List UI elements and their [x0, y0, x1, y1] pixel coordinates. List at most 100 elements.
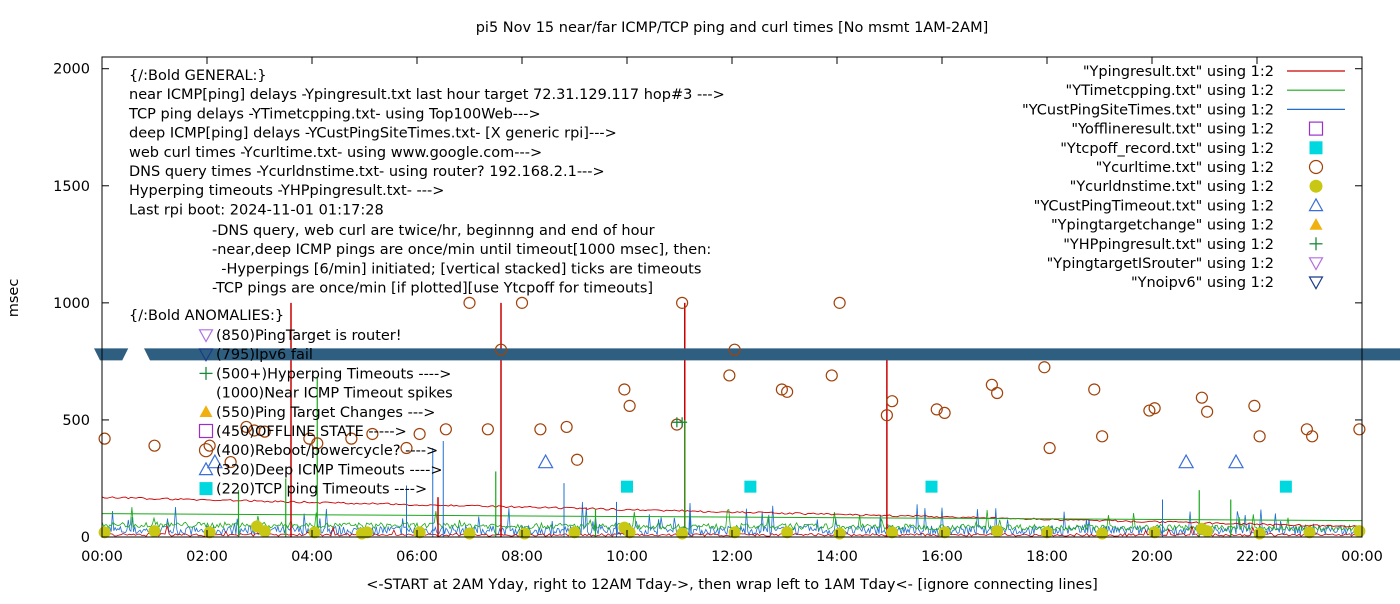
dns-time-point: [518, 527, 531, 540]
curl-time-point: [886, 395, 899, 408]
x-tick-label: 04:00: [291, 549, 333, 565]
anomaly-marker: [198, 348, 214, 362]
legend-entry-label: "YCustPingSiteTimes.txt" using 1:2: [1022, 102, 1274, 118]
curl-time-point: [560, 420, 573, 434]
anomaly-item: (450)OFFLINE STATE ----->: [216, 424, 407, 440]
tcp-trend-line: [101, 513, 1363, 522]
curl-time-point: [1088, 383, 1101, 396]
curl-time-point: [534, 423, 547, 436]
y-axis-label: msec: [6, 279, 22, 318]
curl-time-point: [1353, 423, 1366, 436]
curl-time-point: [1148, 402, 1161, 415]
curl-time-point: [400, 441, 413, 455]
anomaly-marker: [198, 461, 214, 476]
near-ping-trend: [101, 496, 1360, 528]
anomaly-item: (795)Ipv6 fail: [216, 347, 313, 363]
legend-entry-swatch: [1308, 121, 1324, 136]
curl-time-point: [258, 425, 271, 438]
deep-timeout-point: [1178, 453, 1195, 469]
x-tick-label: 22:00: [1236, 549, 1278, 565]
curl-time-point: [515, 296, 529, 309]
curl-time-point: [781, 385, 794, 398]
dns-time-point: [568, 526, 581, 539]
tcp-timeout-point: [1279, 480, 1292, 493]
anomaly-marker: [199, 482, 213, 496]
legend-entry-label: "Ypingresult.txt" using 1:2: [1083, 64, 1274, 80]
legend-entry-label: "Ycurltime.txt" using 1:2: [1096, 160, 1274, 176]
anomaly-marker: [199, 405, 213, 417]
curl-time-point: [938, 406, 951, 420]
curl-time-point: [1306, 430, 1319, 443]
curl-time-point: [1248, 399, 1261, 412]
anomaly-marker: [199, 366, 213, 380]
legend-entry-swatch: [1309, 237, 1323, 251]
legend-entry-label: "Ypingtargetchange" using 1:2: [1051, 218, 1274, 234]
curl-time-point: [240, 420, 253, 434]
anomaly-marker: [198, 443, 214, 458]
annotation-general-line: TCP ping delays -YTimetcpping.txt- using…: [128, 106, 541, 122]
curl-time-point: [311, 437, 324, 450]
x-tick-label: 16:00: [921, 549, 963, 565]
legend-entry-swatch: [1309, 218, 1323, 230]
hyperping-point: [677, 417, 688, 428]
dns-time-point: [463, 527, 476, 540]
dns-time-point: [1201, 525, 1214, 538]
x-tick-label: 10:00: [606, 549, 648, 565]
annotation-note-line: -TCP pings are once/min [if plotted][use…: [212, 281, 653, 297]
curl-time-point: [98, 432, 111, 445]
tcp-timeout-point: [925, 480, 938, 493]
curl-time-point: [618, 383, 631, 396]
anomaly-item: (550)Ping Target Changes --->: [216, 405, 435, 421]
dns-time-point: [148, 525, 161, 538]
axes-layer: 0 500 1000 1500 2000 00:00 02:00 04:00 06:00 08:0…: [53, 56, 1383, 565]
ipv6-fail-band: [94, 348, 129, 361]
x-tick-label: 14:00: [816, 549, 858, 565]
anomaly-marker: [198, 329, 214, 343]
legend-entry-label: "Ytcpoff_record.txt" using 1:2: [1060, 141, 1274, 157]
curl-time-point: [463, 296, 476, 309]
curl-time-point: [728, 343, 741, 356]
annotation-general-line: {/:Bold GENERAL:}: [129, 68, 267, 84]
legend-entry-swatch: [1309, 141, 1323, 155]
legend-entry-label: "YHPpingresult.txt" using 1:2: [1063, 237, 1274, 253]
legend: "Ypingresult.txt" using 1:2 "YTimetcpping…: [1022, 64, 1345, 291]
deep-timeout-point: [206, 453, 223, 469]
marks-layer: [94, 296, 1400, 540]
legend-entry-swatch: [1308, 159, 1324, 175]
annotation-general-line: deep ICMP[ping] delays -YCustPingSiteTim…: [129, 126, 617, 142]
legend-entry-swatch: [1308, 197, 1324, 212]
x-tick-label: 20:00: [1131, 549, 1173, 565]
dns-time-point: [991, 525, 1004, 538]
y-tick-label: 2000: [53, 62, 90, 78]
tcp-timeout-point: [744, 480, 757, 493]
curl-time-point: [494, 343, 508, 356]
curl-time-point: [1195, 391, 1208, 404]
plot-layer: [101, 302, 1363, 537]
curl-time-point: [413, 427, 426, 441]
y-tick-label: 0: [81, 530, 90, 546]
legend-entry-label: "YCustPingTimeout.txt" using 1:2: [1034, 198, 1274, 214]
dns-time-point: [361, 526, 374, 539]
ipv6-fail-band: [144, 348, 1400, 361]
y-tick-label: 500: [62, 413, 90, 429]
legend-entry-label: "Ycurldnstime.txt" using 1:2: [1070, 179, 1274, 195]
x-tick-label: 18:00: [1026, 549, 1068, 565]
y-tick-label: 1000: [53, 296, 90, 312]
curl-time-point: [224, 455, 237, 469]
dns-time-point: [258, 525, 271, 538]
curl-time-point: [481, 423, 494, 436]
dns-time-point: [781, 526, 794, 539]
legend-entry-swatch: [1308, 257, 1324, 271]
curl-time-point: [1201, 405, 1214, 418]
anomalies-title: {/:Bold ANOMALIES:}: [129, 308, 284, 324]
legend-entry-label: "YTimetcpping.txt" using 1:2: [1066, 83, 1274, 99]
annotation-general-line: Last rpi boot: 2024-11-01 01:17:28: [129, 202, 384, 218]
curl-time-point: [203, 439, 216, 452]
annotations-layer: {/:Bold GENERAL:} near ICMP[ping] delays …: [128, 68, 725, 498]
anomaly-marker: [198, 423, 214, 439]
curl-time-point: [775, 383, 788, 396]
curl-time-point: [723, 369, 736, 382]
dns-time-point: [1353, 525, 1366, 538]
x-tick-label: 02:00: [186, 549, 228, 565]
